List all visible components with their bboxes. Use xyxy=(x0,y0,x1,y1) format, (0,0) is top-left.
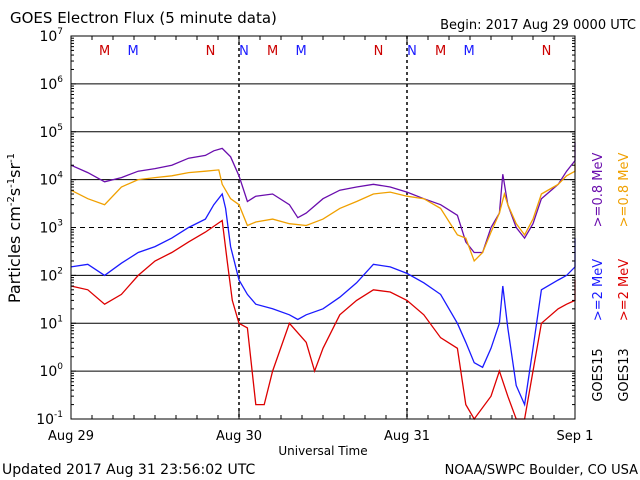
y-tick-label: 104 xyxy=(39,171,63,189)
legend-entry: >=2 MeV xyxy=(591,259,606,321)
y-tick-label: 10-1 xyxy=(36,410,63,428)
series-lines xyxy=(70,142,576,421)
plot-frame xyxy=(70,35,576,420)
marker-label: N xyxy=(374,44,384,59)
x-tick-label: Aug 30 xyxy=(216,429,262,444)
y-axis-label: Particles cm-2s-1sr-1 xyxy=(5,153,24,303)
series-line-3 xyxy=(70,219,576,421)
legend-satellite-label: GOES13 xyxy=(617,348,632,401)
marker-label: N xyxy=(407,44,417,59)
y-tick-label: 101 xyxy=(39,314,63,332)
y-tick-label: 105 xyxy=(39,123,63,141)
chart-title: GOES Electron Flux (5 minute data) xyxy=(10,9,277,27)
marker-label: N xyxy=(239,44,249,59)
x-tick-label: Aug 29 xyxy=(48,429,94,444)
y-axis-ticks: 10-1 100 101 102 103 104 105 106 107 xyxy=(36,27,575,428)
marker-label: M xyxy=(296,44,307,59)
x-tick-label: Aug 31 xyxy=(384,429,430,444)
x-axis-ticks: Aug 29 Aug 30 Aug 31 Sep 1 xyxy=(48,36,593,444)
legend-entry: >=2 MeV xyxy=(617,259,632,321)
series-line-2 xyxy=(70,192,576,407)
marker-label: M xyxy=(99,44,110,59)
y-tick-label: 106 xyxy=(39,75,63,93)
x-tick-label: Sep 1 xyxy=(557,429,594,444)
marker-label: M xyxy=(128,44,139,59)
marker-label: M xyxy=(464,44,475,59)
marker-label: N xyxy=(206,44,216,59)
credit-text: NOAA/SWPC Boulder, CO USA xyxy=(445,463,638,478)
begin-date: Begin: 2017 Aug 29 0000 UTC xyxy=(440,18,636,33)
y-tick-label: 107 xyxy=(39,27,63,45)
legend: GOES15 >=2 MeV >=0.8 MeV GOES13 >=2 MeV >=0.8… xyxy=(591,153,632,402)
legend-entry: >=0.8 MeV xyxy=(591,153,606,228)
marker-label: M xyxy=(267,44,278,59)
legend-entry: >=0.8 MeV xyxy=(617,153,632,228)
y-tick-label: 102 xyxy=(39,266,63,284)
marker-label: M xyxy=(435,44,446,59)
series-line-0 xyxy=(70,142,576,254)
y-tick-label: 103 xyxy=(39,219,63,237)
legend-satellite-label: GOES15 xyxy=(591,348,606,401)
series-line-1 xyxy=(70,163,576,263)
marker-label: N xyxy=(542,44,552,59)
y-tick-label: 100 xyxy=(39,362,63,380)
grid-lines xyxy=(71,83,575,372)
updated-timestamp: Updated 2017 Aug 31 23:56:02 UTC xyxy=(2,462,255,478)
x-axis-label: Universal Time xyxy=(278,444,367,458)
